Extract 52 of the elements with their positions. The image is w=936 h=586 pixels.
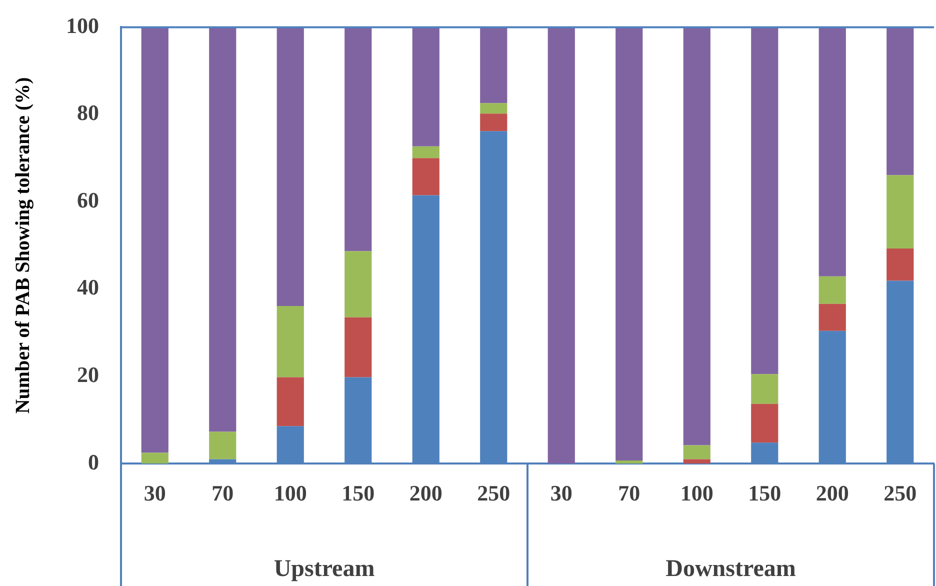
bar: [683, 459, 710, 464]
bar: [751, 404, 778, 443]
bar: [209, 432, 236, 460]
x-tick-label: 30: [144, 480, 166, 506]
bar: [886, 175, 914, 248]
y-axis-title: Number of PAB Showing tolerance (%): [12, 77, 34, 414]
y-tick-label: 100: [66, 12, 99, 38]
bar: [344, 317, 372, 378]
bar: [344, 251, 372, 318]
bar: [141, 27, 168, 453]
x-tick-label: 30: [550, 480, 572, 506]
y-tick-label: 60: [77, 187, 99, 212]
bar: [412, 27, 440, 146]
bar: [548, 27, 575, 464]
x-tick-label: 100: [274, 480, 307, 506]
bar: [480, 114, 508, 132]
bar: [751, 374, 778, 404]
bar: [683, 445, 710, 460]
x-tick-label: 70: [618, 480, 640, 506]
bar: [616, 460, 643, 464]
bar: [412, 146, 440, 158]
bar: [818, 304, 846, 331]
bar: [616, 27, 643, 461]
x-tick-label: 250: [884, 480, 917, 506]
bar: [344, 27, 372, 252]
y-tick-label: 40: [77, 274, 99, 300]
bar: [276, 27, 304, 306]
x-tick-label: 250: [477, 480, 510, 506]
x-tick-label: 200: [816, 480, 849, 506]
text: Upstream: [274, 556, 375, 582]
x-tick-label: 200: [409, 480, 442, 506]
x-tick-label: 100: [680, 480, 714, 506]
bar: [412, 158, 440, 196]
x-tick-label: 70: [212, 480, 234, 506]
y-tick-label: 0: [88, 449, 99, 474]
y-tick-label: 80: [77, 100, 99, 126]
y-tick-label: 20: [77, 362, 99, 388]
text: Downstream: [666, 556, 796, 582]
bar: [751, 27, 778, 374]
bar: [886, 248, 914, 281]
bar: [209, 27, 236, 432]
bar: [141, 452, 168, 464]
bar: [818, 27, 846, 276]
bar: [276, 377, 304, 426]
x-tick-label: 150: [342, 480, 375, 506]
bar: [683, 27, 710, 446]
bar: [886, 27, 914, 176]
x-tick-label: 150: [748, 480, 782, 506]
bar: [276, 306, 304, 378]
bar: [818, 276, 846, 304]
bar: [480, 27, 508, 104]
bar: [480, 103, 508, 114]
